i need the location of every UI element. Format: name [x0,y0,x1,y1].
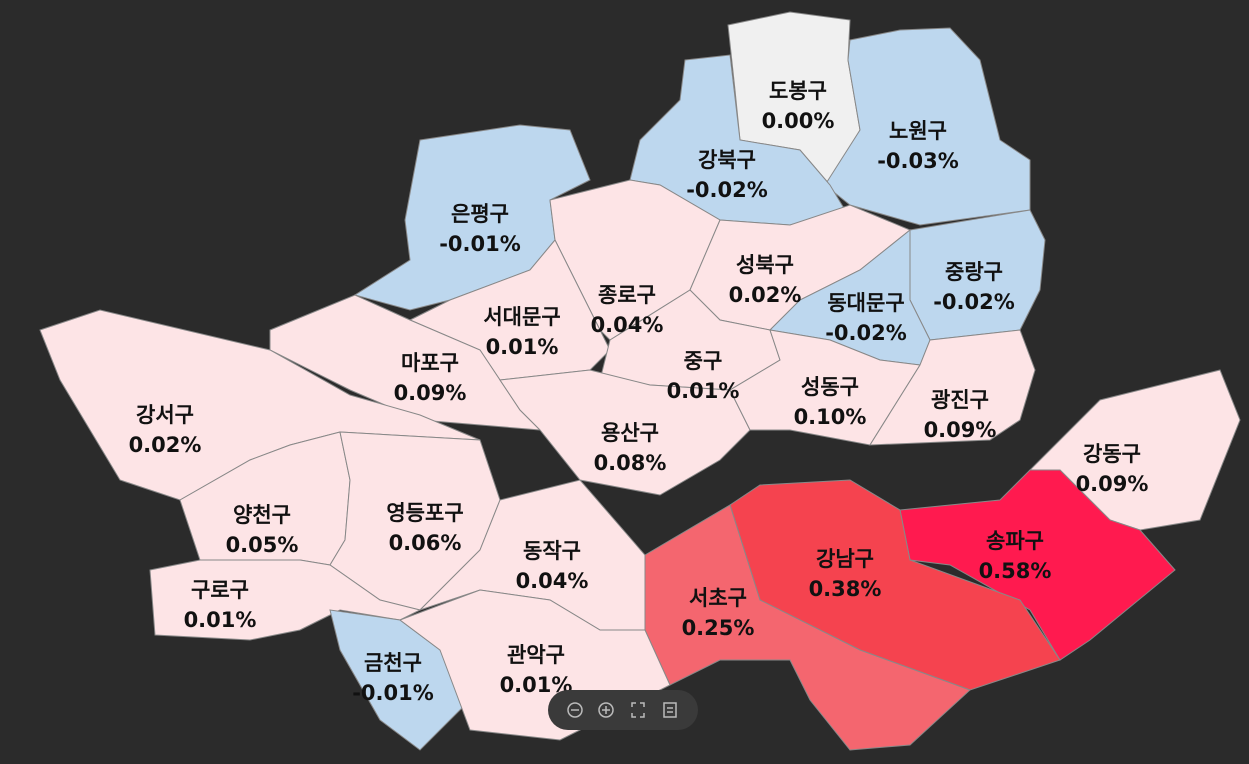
district-name: 중랑구 [945,260,1003,284]
district-value: 0.09% [1076,472,1149,496]
district-value: -0.02% [933,290,1015,314]
district-name: 서초구 [689,586,747,610]
district-value: 0.09% [394,381,467,405]
district-name: 은평구 [451,202,509,226]
district-value: 0.10% [794,405,867,429]
district-value: 0.25% [682,616,755,640]
district-region [869,329,1036,446]
district-name: 용산구 [601,421,659,445]
district-value: 0.09% [924,418,997,442]
district-name: 강서구 [136,403,194,427]
district-value: 0.01% [667,379,740,403]
district-name: 종로구 [598,283,656,307]
district-region [729,329,921,446]
district-name: 노원구 [889,119,947,143]
district-value: -0.02% [825,321,907,345]
district-value: -0.02% [686,178,768,202]
district-name: 송파구 [986,529,1044,553]
district-region [899,469,1176,661]
district-name: 성동구 [801,375,859,399]
district-value: 0.01% [486,335,559,359]
district-name: 양천구 [233,503,291,527]
district-region [149,559,422,641]
district-value: 0.08% [594,451,667,475]
district-name: 중구 [684,349,723,373]
district-name: 광진구 [931,388,989,412]
district-value: 0.04% [516,569,589,593]
district-value: -0.03% [877,149,959,173]
district-name: 동작구 [523,539,581,563]
district-value: 0.05% [226,533,299,557]
legend-button[interactable] [663,702,677,718]
fit-button[interactable] [631,702,645,718]
district-value: 0.04% [591,313,664,337]
district-name: 구로구 [191,578,249,602]
district-value: 0.02% [729,283,802,307]
district-value: -0.01% [352,681,434,705]
district-name: 강북구 [698,148,756,172]
district-value: 0.01% [184,608,257,632]
district-value: 0.02% [129,433,202,457]
district-name: 도봉구 [769,79,827,103]
toolbar-bg [548,690,698,730]
district-region [499,369,751,496]
district-value: 0.38% [809,577,882,601]
district-name: 마포구 [401,351,459,375]
district-name: 서대문구 [483,305,560,329]
district-value: 0.58% [979,559,1052,583]
zoom-toolbar [548,690,698,730]
district-name: 동대문구 [827,291,904,315]
district-name: 강동구 [1083,442,1141,466]
district-value: 0.06% [389,531,462,555]
district-name: 강남구 [816,547,874,571]
zoom-in-button[interactable] [598,702,614,718]
district-value: -0.01% [439,232,521,256]
zoom-out-button[interactable] [567,702,583,718]
district-name: 금천구 [364,651,422,675]
district-name: 관악구 [507,643,565,667]
district-value: 0.00% [762,109,835,133]
district-name: 영등포구 [386,501,463,525]
district-name: 성북구 [736,253,794,277]
